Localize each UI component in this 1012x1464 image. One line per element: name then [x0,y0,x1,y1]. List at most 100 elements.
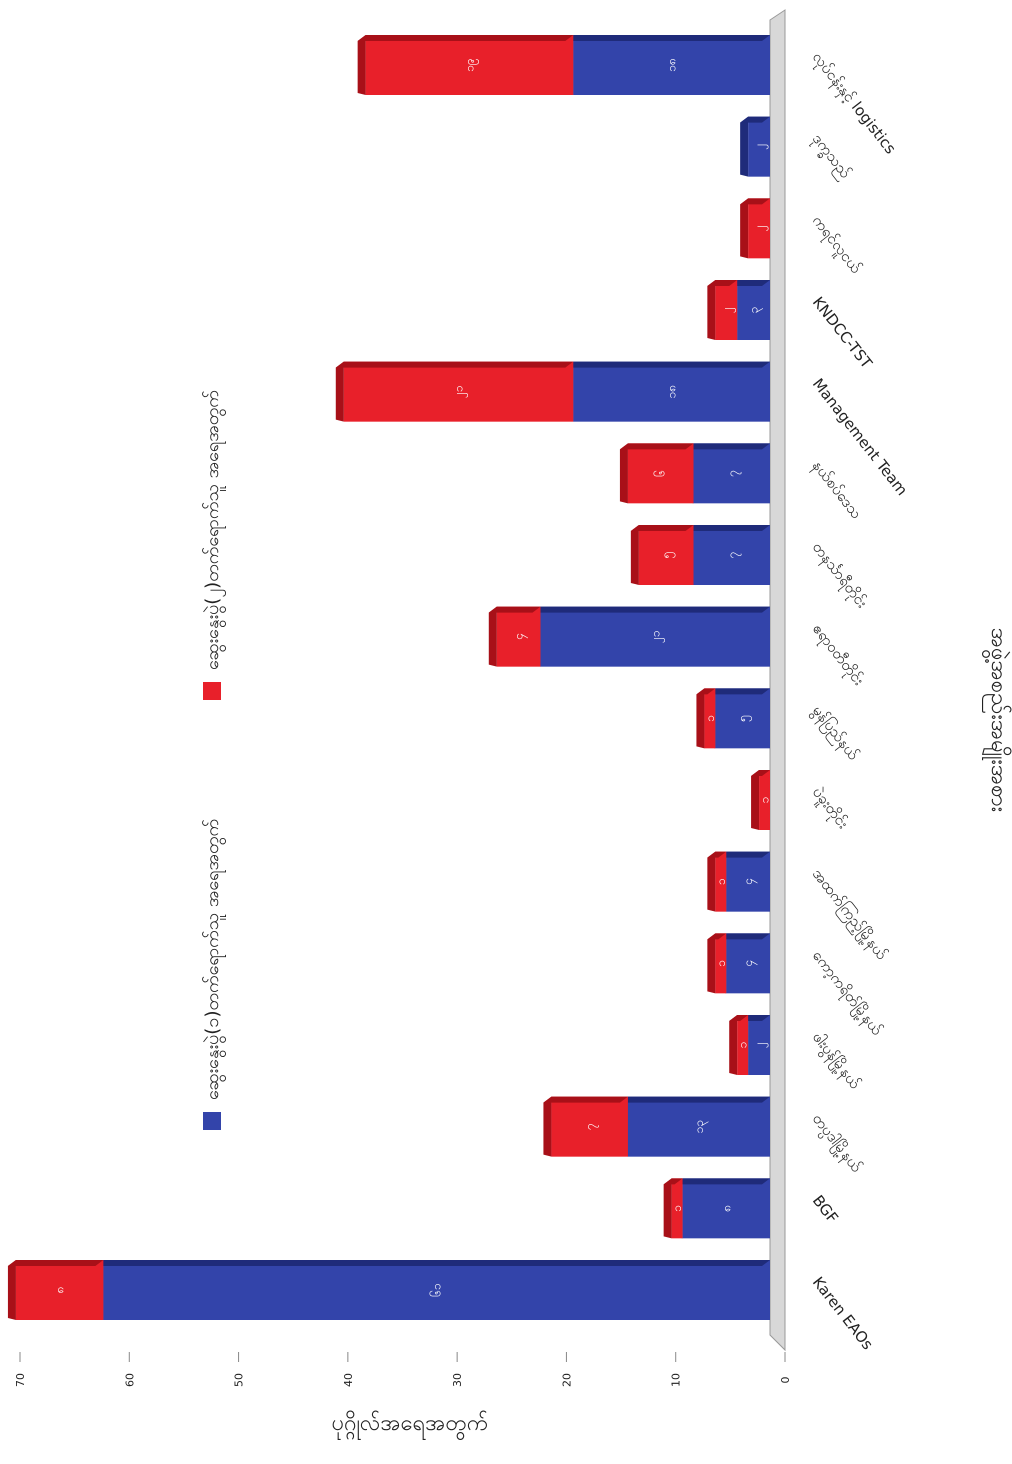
bar-top [707,851,727,858]
data-label: ၄ [741,878,758,885]
y-tick-label: 10 [670,1373,683,1387]
data-label: ၃ [747,307,764,314]
bar-top [630,525,694,531]
bar-side [619,443,628,504]
data-label: ၇ [725,470,742,477]
x-tick-label: Karen EAOs [809,1273,877,1353]
bar-top [663,1178,683,1185]
bar-segment [704,688,716,749]
data-label: ၁၃ [692,1120,709,1134]
bar-segment [365,35,574,95]
bar-top [357,35,574,41]
bar-segment [573,361,770,422]
bar-segment [343,361,574,422]
bar-segment [573,35,770,95]
data-label: ၁ [758,797,772,804]
bar-top [718,851,770,858]
data-label: ၇ [583,1123,600,1130]
bar-segment [627,1096,770,1157]
bar-side [488,606,497,667]
bar-segment [715,688,770,749]
x-tick-label: တနင်္သာရီတိုင်း [806,538,871,613]
data-label: ၄ [512,633,529,640]
legend-label: ဆွေးနွေးပွဲ(၁)တက်ရောက်သူ အရေအတွက် [202,819,226,1100]
bar-segment [726,851,770,912]
data-label: ၁၈ [665,385,679,399]
data-label: ၆၁ [429,1283,444,1297]
bar-side [543,1096,552,1157]
data-label: ၁ [703,715,717,722]
y-tick-label: 40 [342,1373,355,1387]
bar-segment [715,280,738,340]
bar-top [335,361,574,368]
bar-segment [15,1260,104,1320]
bar-segment [540,606,770,667]
data-label: ၈ [719,1205,733,1212]
bar-segment [726,933,770,994]
data-label: ၁၉ [462,58,479,72]
bar-top [565,35,770,41]
data-label: ၂ [752,1042,769,1048]
x-tick-label: နယ်စပ်ဒေသ [806,457,865,524]
data-label: ၂၁ [648,630,665,643]
bar-segment [715,933,727,994]
bar-side [335,361,344,422]
bar-segment [627,443,694,504]
bar-top [7,1260,104,1266]
y-tick-label: 50 [233,1373,246,1387]
data-label: ၅ [659,552,676,559]
y-tick-label: 60 [123,1373,136,1387]
bar-top [95,1260,771,1266]
y-tick-label: 70 [14,1373,27,1387]
bar-side [740,116,749,177]
legend-swatch [203,682,221,700]
bar-segment [748,116,770,177]
x-tick-label: မွန်ပြည်နယ် [806,701,863,765]
bar-top [707,933,727,940]
bar-top [685,443,770,450]
bar-side [707,851,716,912]
x-tick-label: KNDCC-TST [809,293,876,372]
bar-segment [671,1178,683,1239]
bar-top [543,1096,628,1103]
bar-top [488,606,541,613]
bar-top [729,280,770,286]
bar-side [630,525,639,585]
bar-segment [551,1096,628,1157]
bar-side [740,198,749,259]
bar-top [740,116,770,123]
data-label: ၂ [719,307,736,313]
data-label: ၁ [670,1205,684,1212]
x-tick-label: ပဲခူးတိုင်း [806,783,852,834]
bar-segment [103,1260,771,1320]
bar-side [751,770,760,830]
bar-segment [638,525,694,585]
data-label: ၁ [714,878,728,885]
data-label: ၂ [752,144,769,150]
data-label: ၈ [53,1287,67,1294]
bar-side [357,35,366,95]
x-tick-label: ဒုက္ခသည် [806,130,854,184]
bar-segment [737,280,770,340]
legend-swatch [203,1112,221,1130]
data-label: ၆ [653,470,668,477]
bar-top [565,361,770,368]
bar-top [619,1096,770,1103]
data-label: ၁၈ [665,58,679,72]
bar-segment [496,606,541,667]
bar-top [729,1015,749,1021]
data-label: ၄ [741,960,758,967]
y-tick-label: 0 [779,1377,792,1384]
bar-side [663,1178,672,1239]
bar-segment [748,1015,770,1075]
data-label: ၂ [752,225,769,231]
bar-top [751,770,770,776]
x-tick-label: တပ္ပဒါမြို့နယ် [806,1109,866,1177]
axis-floor [769,9,786,1352]
bar-side [707,280,716,340]
bar-side [7,1260,16,1320]
data-label: ၁ [736,1042,750,1049]
data-label: ၅ [736,715,753,722]
bar-segment [693,525,770,585]
